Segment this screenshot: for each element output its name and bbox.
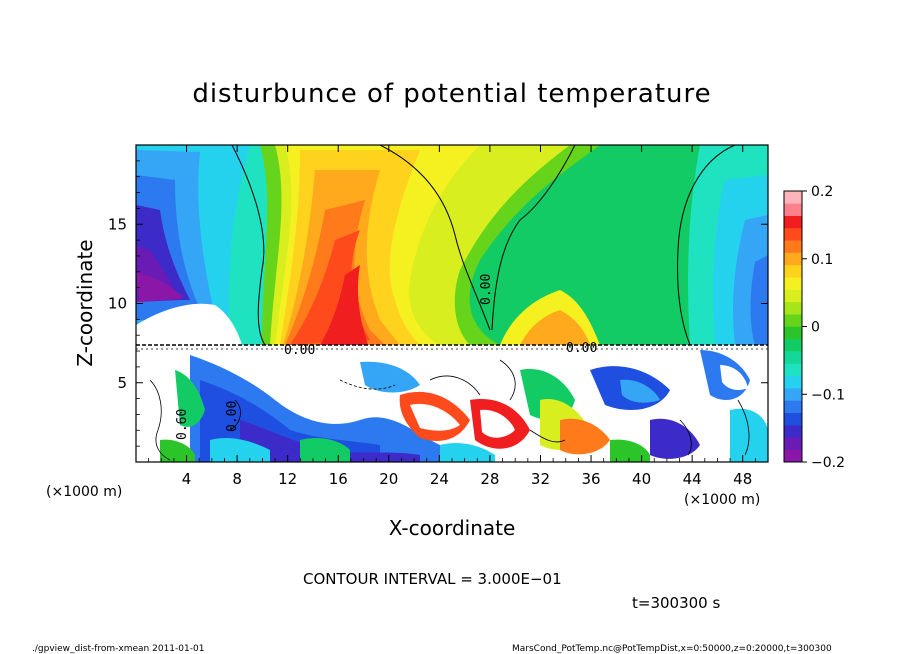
colorbar-swatch	[784, 437, 802, 450]
y-tick-label: 10	[108, 295, 127, 313]
colorbar-swatch	[784, 301, 802, 315]
colorbar-swatch	[784, 191, 802, 204]
colorbar-swatch	[784, 277, 802, 290]
colorbar-swatch	[784, 388, 802, 401]
x-tick-label: 24	[430, 470, 449, 488]
x-tick-label: 44	[683, 470, 702, 488]
colorbar-swatch	[784, 215, 802, 229]
contour-interval-note: CONTOUR INTERVAL = 3.000E−01	[303, 570, 562, 588]
x-tick-label: 8	[232, 470, 242, 488]
colorbar-swatch	[784, 400, 802, 414]
x-tick-label: 48	[733, 470, 752, 488]
colorbar-swatch	[784, 289, 802, 303]
contour-label: 0.00	[284, 343, 315, 358]
heatmap-upper-field	[136, 145, 768, 462]
x-tick-label: 16	[329, 470, 348, 488]
colorbar-tick-label: −0.2	[811, 455, 845, 471]
x-tick-label: 32	[531, 470, 550, 488]
colorbar-swatch	[784, 449, 802, 463]
y-tick-label: 5	[117, 374, 127, 392]
heatmap-lower-field	[136, 345, 768, 462]
contour-label: 0.00	[479, 274, 494, 305]
y-axis-title: Z-coordinate	[73, 239, 97, 366]
x-tick-label: 28	[480, 470, 499, 488]
colorbar-swatch	[784, 314, 802, 327]
plot-area	[136, 145, 768, 462]
y-axis: 5 10 15	[108, 160, 768, 447]
colorbar: 0.2 0.1 0 −0.1 −0.2	[783, 184, 845, 471]
colorbar-swatch	[784, 264, 802, 278]
footer-left: ./gpview_dist-from-xmean 2011-01-01	[32, 644, 204, 654]
contour-labels: 0.00 0.00 0.00 0.60 0.00	[175, 274, 597, 440]
x-axis-unit-left: (×1000 m)	[46, 484, 122, 500]
contour-label: 0.60	[175, 409, 190, 440]
colorbar-tick-label: −0.1	[811, 387, 845, 403]
colorbar-tick-label: 0	[811, 320, 820, 336]
footer-right: MarsCond_PotTemp.nc@PotTempDist,x=0:5000…	[512, 644, 832, 654]
x-tick-label: 20	[379, 470, 398, 488]
colorbar-swatch	[784, 252, 802, 266]
x-axis-title: X-coordinate	[389, 516, 516, 540]
colorbar-swatch	[784, 338, 802, 352]
colorbar-swatch	[784, 227, 802, 241]
colorbar-swatch	[784, 326, 802, 340]
colorbar-tick-label: 0.2	[811, 184, 833, 200]
colorbar-swatch	[784, 412, 802, 426]
colorbar-swatch	[784, 363, 802, 377]
x-tick-label: 4	[182, 470, 192, 488]
x-tick-label: 40	[632, 470, 651, 488]
colorbar-swatch	[784, 351, 802, 364]
colorbar-swatch	[784, 375, 802, 389]
time-label: t=300300 s	[632, 594, 720, 612]
contour-label: 0.00	[225, 401, 240, 432]
x-axis: 4 8 12 16 20 24 28 32 36 40 44 48	[148, 145, 756, 488]
y-tick-label: 15	[108, 215, 127, 233]
x-axis-unit-right: (×1000 m)	[684, 492, 760, 508]
colorbar-swatch	[784, 203, 802, 216]
colorbar-swatch	[784, 240, 802, 253]
colorbar-tick-label: 0.1	[811, 252, 833, 268]
x-tick-label: 36	[581, 470, 600, 488]
colorbar-swatch	[784, 425, 802, 438]
x-tick-label: 12	[278, 470, 297, 488]
contour-label: 0.00	[566, 341, 597, 356]
chart-title: disturbunce of potential temperature	[192, 79, 711, 109]
